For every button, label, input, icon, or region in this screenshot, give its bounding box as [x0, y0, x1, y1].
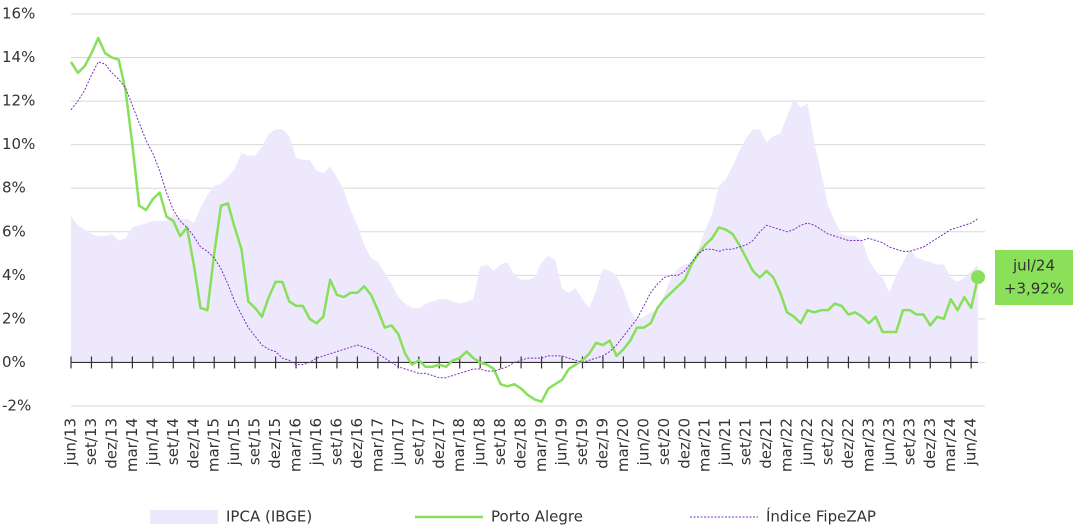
annotation-box: [995, 250, 1073, 305]
x-tick-label: set/14: [164, 418, 182, 465]
x-tick-label: set/19: [573, 418, 591, 465]
x-tick-label: set/22: [818, 418, 836, 465]
x-tick-label: dez/21: [757, 418, 775, 469]
x-tick-label: mar/19: [532, 418, 550, 472]
x-tick-label: dez/17: [430, 418, 448, 469]
x-tick-label: dez/22: [839, 418, 857, 469]
y-tick-label: 2%: [2, 309, 26, 327]
y-tick-label: 14%: [2, 48, 35, 66]
x-tick-label: jun/13: [62, 418, 80, 466]
x-tick-label: mar/15: [205, 418, 223, 472]
x-tick-label: mar/24: [941, 418, 959, 472]
x-tick-label: jun/19: [553, 418, 571, 466]
x-tick-label: set/15: [246, 418, 264, 465]
x-tick-label: dez/23: [921, 418, 939, 469]
line: [69, 36, 980, 403]
annotation-label: jul/24: [1012, 257, 1055, 275]
x-tick-label: jun/16: [307, 418, 325, 466]
x-tick-label: dez/18: [512, 418, 530, 469]
x-tick-label: dez/13: [102, 418, 120, 469]
x-tick-label: jun/15: [225, 418, 243, 466]
x-tick-label: dez/16: [348, 418, 366, 469]
x-tick-label: dez/20: [675, 418, 693, 469]
x-tick-label: mar/14: [123, 418, 141, 472]
legend-label: IPCA (IBGE): [226, 508, 312, 526]
x-tick-label: mar/22: [778, 418, 796, 472]
x-tick-label: mar/23: [859, 418, 877, 472]
x-tick-label: jun/17: [389, 418, 407, 466]
x-tick-label: set/18: [491, 418, 509, 465]
y-tick-label: -2%: [2, 397, 31, 415]
x-tick-label: jun/22: [798, 418, 816, 466]
x-tick-label: dez/19: [593, 418, 611, 469]
x-tick-label: dez/14: [184, 418, 202, 469]
area: [71, 98, 978, 363]
x-tick-label: jun/23: [880, 418, 898, 466]
y-tick-label: 6%: [2, 222, 26, 240]
x-tick-label: jun/21: [716, 418, 734, 466]
y-tick-label: 10%: [2, 135, 35, 153]
x-tick-label: set/23: [900, 418, 918, 465]
x-tick-label: set/21: [737, 418, 755, 465]
x-tick-label: mar/18: [450, 418, 468, 472]
y-tick-label: 0%: [2, 353, 26, 371]
legend-label: Índice FipeZAP: [766, 507, 876, 526]
y-tick-label: 8%: [2, 179, 26, 197]
x-tick-label: set/13: [82, 418, 100, 465]
x-tick-label: mar/16: [287, 418, 305, 472]
y-tick-label: 16%: [2, 5, 35, 23]
x-tick-label: jun/20: [634, 418, 652, 466]
x-tick-label: jun/24: [962, 418, 980, 466]
x-tick-label: jun/14: [143, 418, 161, 466]
line: [70, 61, 979, 379]
y-tick-label: 12%: [2, 92, 35, 110]
legend-swatch: [150, 510, 218, 524]
y-tick-label: 4%: [2, 266, 26, 284]
legend-label: Porto Alegre: [491, 508, 583, 526]
x-tick-label: set/20: [655, 418, 673, 465]
x-tick-label: dez/15: [266, 418, 284, 469]
x-tick-label: jun/18: [471, 418, 489, 466]
x-tick-label: set/17: [409, 418, 427, 465]
annotation-value: +3,92%: [1004, 280, 1064, 298]
x-tick-label: set/16: [327, 418, 345, 465]
x-tick-label: mar/17: [368, 418, 386, 472]
x-tick-label: mar/20: [614, 418, 632, 472]
end-point: [971, 270, 985, 285]
x-tick-label: mar/21: [696, 418, 714, 472]
